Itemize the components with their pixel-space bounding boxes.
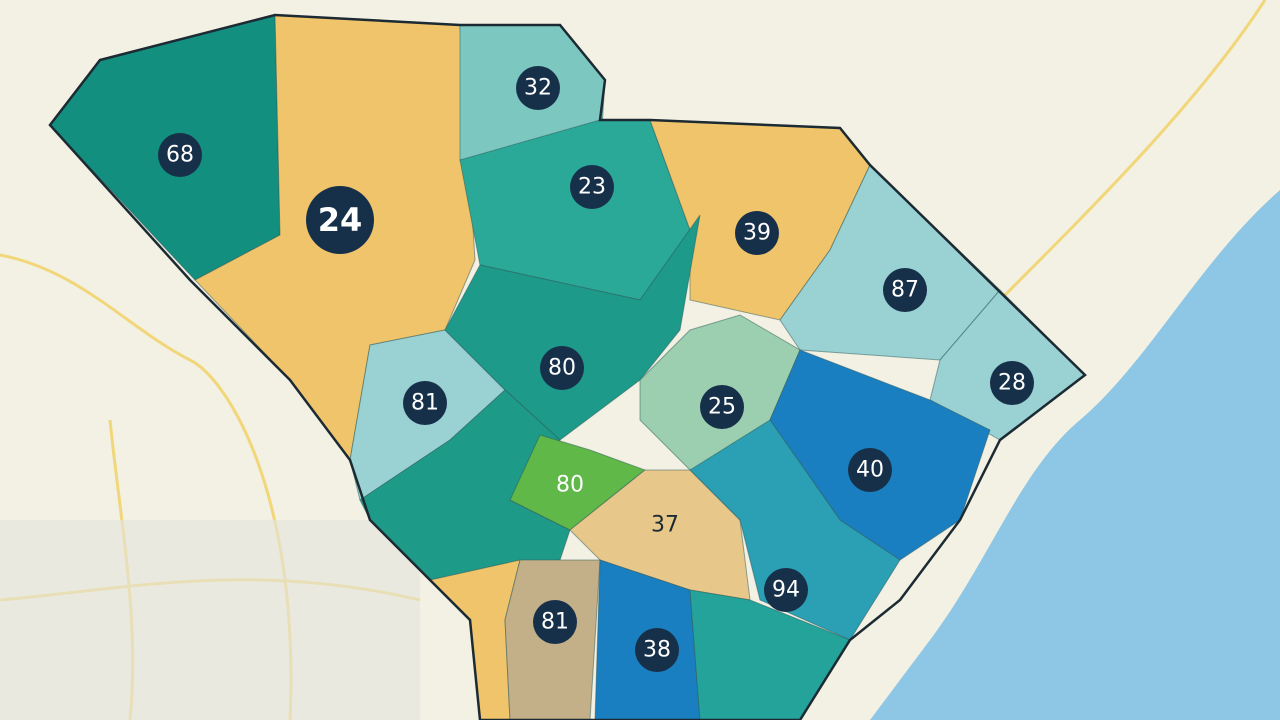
road [998,0,1267,302]
region-label: 24 [318,201,363,239]
label-badge [570,165,614,209]
region-label: 80 [556,473,584,498]
region-label: 25 [708,395,736,420]
label-badge [990,361,1034,405]
region-label: 87 [891,278,919,303]
region-label: 81 [541,610,569,635]
region-label: 68 [166,143,194,168]
label-badge [635,628,679,672]
region-label: 32 [524,76,552,101]
label-badge [700,385,744,429]
label-badge [848,448,892,492]
label-badge [540,346,584,390]
state-outline [48,13,1087,720]
region-label: 81 [411,391,439,416]
label-badge [883,268,927,312]
ocean [870,190,1280,720]
region-label: 23 [578,175,606,200]
region-label: 28 [998,371,1026,396]
region-label: 38 [643,638,671,663]
region-label: 37 [651,513,679,538]
region-labels: 68 24 32 23 39 87 28 81 80 25 40 80 37 94 81 38 [158,66,1034,672]
region [689,419,901,641]
label-badge [158,133,202,177]
label-badge [516,66,560,110]
label-badge [533,600,577,644]
urban-area [0,520,420,720]
label-badge [764,568,808,612]
label-badge [306,186,374,254]
region-label: 94 [772,578,800,603]
region-label: 40 [856,458,884,483]
label-badge [735,211,779,255]
region-label: 39 [743,221,771,246]
region-label: 80 [548,356,576,381]
label-badge [403,381,447,425]
